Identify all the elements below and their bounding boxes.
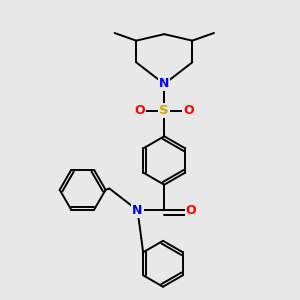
Text: N: N [132,204,143,217]
Text: O: O [135,104,145,117]
Text: O: O [186,204,196,217]
Text: N: N [159,77,169,91]
Text: O: O [183,104,194,117]
Text: S: S [159,104,169,117]
